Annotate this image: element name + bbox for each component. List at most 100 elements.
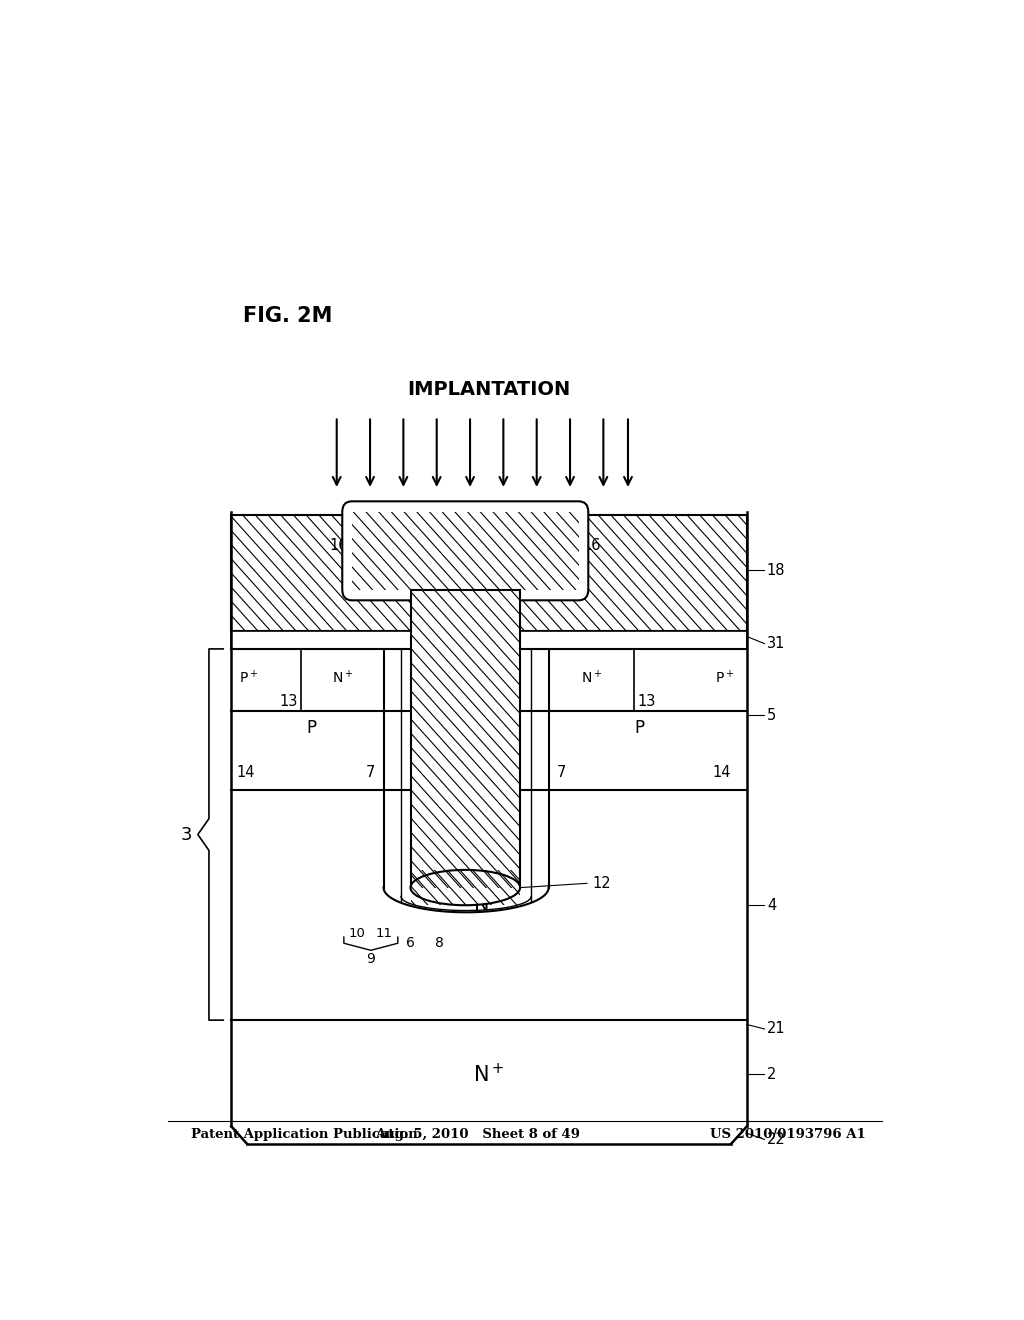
- Polygon shape: [411, 590, 520, 887]
- Polygon shape: [352, 512, 579, 590]
- Text: 22: 22: [767, 1133, 785, 1147]
- Text: IMPLANTATION: IMPLANTATION: [408, 380, 570, 400]
- Polygon shape: [231, 515, 748, 631]
- Polygon shape: [411, 870, 520, 906]
- Polygon shape: [352, 512, 579, 590]
- Polygon shape: [352, 512, 579, 590]
- Polygon shape: [231, 515, 748, 631]
- Polygon shape: [411, 870, 520, 906]
- Polygon shape: [411, 590, 520, 887]
- Polygon shape: [352, 512, 579, 590]
- Polygon shape: [231, 515, 748, 631]
- Text: 14: 14: [237, 766, 255, 780]
- Text: P: P: [306, 719, 316, 738]
- Polygon shape: [231, 515, 748, 631]
- Polygon shape: [411, 870, 520, 906]
- Polygon shape: [411, 590, 520, 887]
- Polygon shape: [231, 631, 748, 649]
- Text: 15: 15: [500, 502, 517, 515]
- Polygon shape: [411, 590, 520, 887]
- Polygon shape: [231, 515, 748, 631]
- Polygon shape: [411, 590, 520, 887]
- Polygon shape: [231, 515, 748, 631]
- Polygon shape: [411, 590, 520, 887]
- Polygon shape: [352, 512, 579, 590]
- Polygon shape: [411, 870, 520, 906]
- Polygon shape: [231, 515, 748, 631]
- Polygon shape: [352, 512, 579, 590]
- Polygon shape: [411, 590, 520, 887]
- Text: US 2010/0193796 A1: US 2010/0193796 A1: [711, 1127, 866, 1140]
- Polygon shape: [352, 512, 579, 590]
- Polygon shape: [411, 870, 520, 906]
- Polygon shape: [352, 512, 579, 590]
- Polygon shape: [352, 512, 579, 590]
- Polygon shape: [411, 590, 520, 887]
- Polygon shape: [411, 590, 520, 887]
- Text: 13: 13: [637, 694, 655, 709]
- Polygon shape: [411, 590, 520, 887]
- Polygon shape: [352, 512, 579, 590]
- Polygon shape: [411, 590, 520, 887]
- Text: 11: 11: [376, 927, 393, 940]
- Text: N$^+$: N$^+$: [473, 1063, 505, 1086]
- Polygon shape: [352, 512, 579, 590]
- Polygon shape: [231, 515, 748, 631]
- Polygon shape: [411, 590, 520, 887]
- Text: 12: 12: [592, 875, 611, 891]
- Polygon shape: [352, 512, 579, 590]
- Polygon shape: [411, 870, 520, 906]
- Polygon shape: [411, 590, 520, 887]
- Polygon shape: [231, 515, 748, 631]
- Text: 31: 31: [767, 636, 785, 651]
- Polygon shape: [411, 590, 520, 887]
- Polygon shape: [231, 515, 748, 631]
- Polygon shape: [411, 590, 520, 887]
- Text: Aug. 5, 2010   Sheet 8 of 49: Aug. 5, 2010 Sheet 8 of 49: [375, 1127, 580, 1140]
- Bar: [231, 512, 748, 1144]
- Polygon shape: [231, 515, 748, 631]
- Polygon shape: [411, 870, 520, 906]
- Polygon shape: [231, 515, 748, 631]
- Text: 4: 4: [767, 898, 776, 912]
- Polygon shape: [411, 590, 520, 887]
- Polygon shape: [411, 870, 520, 906]
- Polygon shape: [231, 515, 748, 631]
- Text: 8: 8: [434, 936, 443, 950]
- Polygon shape: [411, 590, 520, 887]
- Text: 2: 2: [767, 1067, 776, 1082]
- Polygon shape: [411, 590, 520, 887]
- Text: 10: 10: [348, 927, 365, 940]
- Polygon shape: [231, 515, 748, 631]
- Polygon shape: [231, 515, 748, 631]
- Polygon shape: [352, 512, 579, 590]
- Polygon shape: [231, 515, 748, 631]
- Polygon shape: [411, 590, 520, 887]
- Polygon shape: [411, 590, 520, 887]
- Polygon shape: [411, 870, 520, 906]
- Polygon shape: [411, 590, 520, 887]
- Polygon shape: [352, 512, 579, 590]
- Polygon shape: [231, 515, 748, 631]
- Polygon shape: [352, 512, 579, 590]
- Text: 7: 7: [557, 766, 566, 780]
- Text: 7: 7: [367, 766, 376, 780]
- Polygon shape: [231, 515, 748, 631]
- Polygon shape: [411, 590, 520, 887]
- Polygon shape: [352, 512, 579, 590]
- Polygon shape: [411, 590, 520, 887]
- Polygon shape: [231, 515, 748, 631]
- Text: 6: 6: [407, 936, 415, 950]
- Polygon shape: [352, 512, 579, 590]
- Polygon shape: [411, 870, 520, 906]
- Text: 3: 3: [181, 825, 193, 843]
- Polygon shape: [352, 512, 579, 590]
- Polygon shape: [411, 590, 520, 887]
- Polygon shape: [352, 512, 579, 590]
- Polygon shape: [411, 870, 520, 906]
- Polygon shape: [231, 515, 748, 631]
- Text: N$^+$: N$^+$: [581, 668, 602, 686]
- Polygon shape: [411, 870, 520, 906]
- Polygon shape: [411, 590, 520, 887]
- Polygon shape: [411, 870, 520, 906]
